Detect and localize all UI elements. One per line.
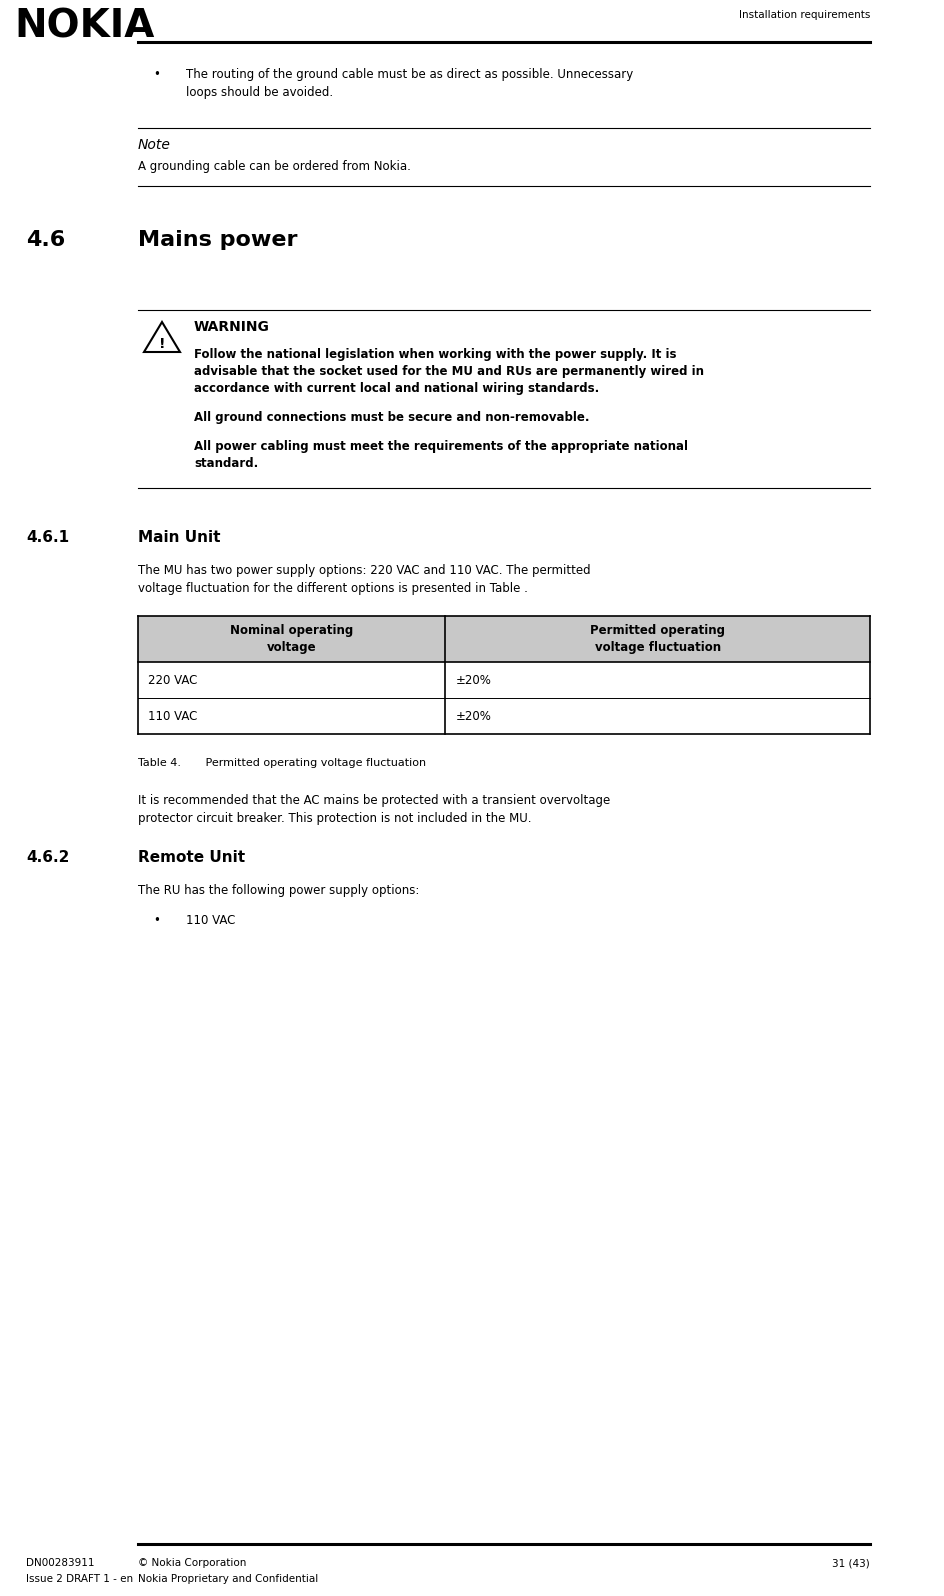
Text: Table 4.       Permitted operating voltage fluctuation: Table 4. Permitted operating voltage flu… bbox=[138, 758, 426, 768]
Bar bbox=[138, 616, 869, 662]
Text: Note: Note bbox=[138, 137, 171, 152]
Text: © Nokia Corporation: © Nokia Corporation bbox=[138, 1558, 246, 1567]
Text: Main Unit: Main Unit bbox=[138, 530, 220, 544]
Text: All ground connections must be secure and non-removable.: All ground connections must be secure an… bbox=[194, 412, 589, 425]
Text: Nokia Proprietary and Confidential: Nokia Proprietary and Confidential bbox=[138, 1574, 318, 1583]
Text: 4.6: 4.6 bbox=[26, 230, 65, 251]
Text: Follow the national legislation when working with the power supply. It is: Follow the national legislation when wor… bbox=[194, 348, 676, 361]
Text: Permitted operating
voltage fluctuation: Permitted operating voltage fluctuation bbox=[590, 624, 724, 654]
Text: loops should be avoided.: loops should be avoided. bbox=[186, 86, 333, 99]
Text: protector circuit breaker. This protection is not included in the MU.: protector circuit breaker. This protecti… bbox=[138, 812, 531, 825]
Text: advisable that the socket used for the MU and RUs are permanently wired in: advisable that the socket used for the M… bbox=[194, 365, 703, 378]
Text: !: ! bbox=[159, 337, 165, 351]
Text: 220 VAC: 220 VAC bbox=[148, 674, 197, 686]
Text: All power cabling must meet the requirements of the appropriate national: All power cabling must meet the requirem… bbox=[194, 440, 687, 453]
Text: •: • bbox=[153, 915, 160, 927]
Text: It is recommended that the AC mains be protected with a transient overvoltage: It is recommended that the AC mains be p… bbox=[138, 793, 610, 808]
Text: 110 VAC: 110 VAC bbox=[186, 915, 235, 927]
Text: The RU has the following power supply options:: The RU has the following power supply op… bbox=[138, 884, 419, 897]
Text: 4.6.2: 4.6.2 bbox=[26, 851, 69, 865]
Text: The MU has two power supply options: 220 VAC and 110 VAC. The permitted: The MU has two power supply options: 220… bbox=[138, 563, 590, 578]
Text: 4.6.1: 4.6.1 bbox=[26, 530, 69, 544]
Text: 110 VAC: 110 VAC bbox=[148, 710, 197, 723]
Text: Issue 2 DRAFT 1 - en: Issue 2 DRAFT 1 - en bbox=[26, 1574, 133, 1583]
Text: standard.: standard. bbox=[194, 456, 258, 469]
Text: NOKIA: NOKIA bbox=[14, 8, 154, 46]
Text: •: • bbox=[153, 69, 160, 81]
Text: 31 (43): 31 (43) bbox=[832, 1558, 869, 1567]
Bar bbox=[138, 662, 869, 697]
Text: WARNING: WARNING bbox=[194, 321, 270, 334]
Text: ±20%: ±20% bbox=[455, 710, 491, 723]
Bar bbox=[138, 697, 869, 734]
Text: A grounding cable can be ordered from Nokia.: A grounding cable can be ordered from No… bbox=[138, 160, 411, 172]
Text: DN00283911: DN00283911 bbox=[26, 1558, 94, 1567]
Text: ±20%: ±20% bbox=[455, 674, 491, 686]
Text: The routing of the ground cable must be as direct as possible. Unnecessary: The routing of the ground cable must be … bbox=[186, 69, 632, 81]
Text: Nominal operating
voltage: Nominal operating voltage bbox=[229, 624, 353, 654]
Text: Remote Unit: Remote Unit bbox=[138, 851, 244, 865]
Text: Mains power: Mains power bbox=[138, 230, 297, 251]
Text: voltage fluctuation for the different options is presented in Table .: voltage fluctuation for the different op… bbox=[138, 583, 528, 595]
Text: Installation requirements: Installation requirements bbox=[738, 10, 869, 21]
Text: accordance with current local and national wiring standards.: accordance with current local and nation… bbox=[194, 381, 598, 394]
